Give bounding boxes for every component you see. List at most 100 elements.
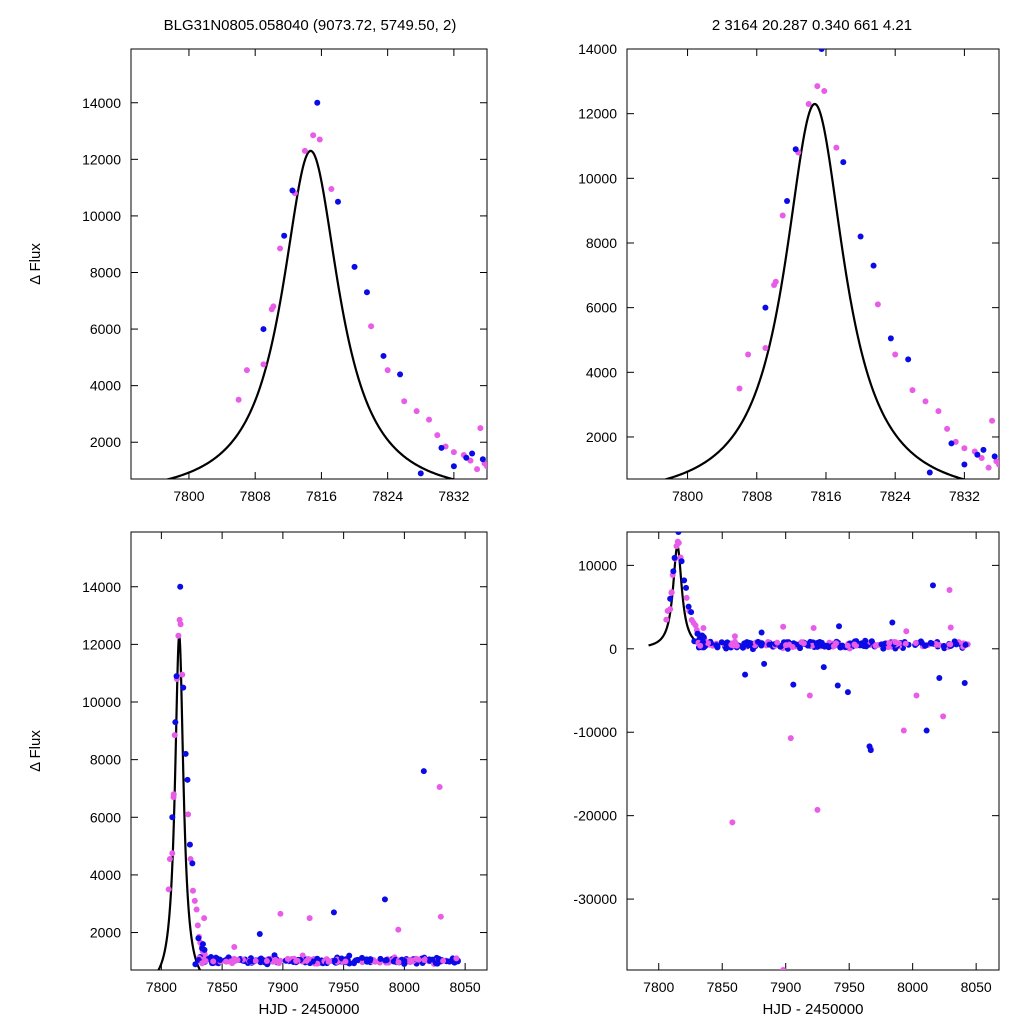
x-tick-label: 7800 <box>672 488 703 504</box>
data-point-a <box>824 642 831 649</box>
y-tick-label: 4000 <box>586 364 617 380</box>
y-tick-label: 6000 <box>90 809 121 825</box>
data-point-b <box>745 351 752 358</box>
data-point-b <box>886 640 893 647</box>
data-point-a <box>948 440 955 447</box>
data-point-b <box>270 303 277 310</box>
data-point-b <box>368 323 375 330</box>
y-tick-label: 0 <box>609 641 617 657</box>
data-point-a <box>258 955 265 962</box>
x-tick-label: 7850 <box>707 979 738 995</box>
data-point-b <box>729 819 736 826</box>
y-tick-label: 10000 <box>578 170 617 186</box>
data-point-b <box>851 641 858 648</box>
panel-bottom-right: 7800 7850 7900 7950 8000 8050 -30000 -20000 -100… <box>573 531 1000 1018</box>
data-point-a <box>951 638 958 645</box>
data-point-b <box>821 88 828 95</box>
data-point-a <box>670 568 677 575</box>
data-point-b <box>833 144 840 151</box>
data-point-b <box>166 856 173 863</box>
data-point-b <box>922 398 929 405</box>
data-point-b <box>667 606 674 613</box>
x-tick-label: 8050 <box>961 979 992 995</box>
data-point-a <box>417 470 424 477</box>
x-tick-label: 7800 <box>146 979 177 995</box>
data-point-b <box>175 632 182 639</box>
data-point-b <box>450 449 457 456</box>
data-point-b <box>342 958 349 965</box>
plot-area <box>164 99 487 479</box>
data-point-a <box>889 619 896 626</box>
data-point-a <box>334 198 341 205</box>
data-point-b <box>944 425 951 432</box>
data-point-a <box>929 582 936 589</box>
data-point-a <box>961 461 968 468</box>
y-tick-label: 2000 <box>586 429 617 445</box>
data-point-a <box>469 450 476 457</box>
data-point-b <box>800 640 807 647</box>
figure-title-right: 2 3164 20.287 0.340 661 4.21 <box>712 17 912 34</box>
plot-frame <box>626 48 1000 480</box>
data-point-b <box>731 633 738 640</box>
data-point-a <box>186 841 193 848</box>
y-tick-label: -10000 <box>573 724 617 740</box>
data-point-b <box>902 640 909 647</box>
data-point-a <box>713 642 720 649</box>
data-point-b <box>194 922 201 929</box>
y-tick-label: 12000 <box>578 106 617 122</box>
data-point-b <box>814 806 821 813</box>
data-point-a <box>199 941 206 948</box>
data-point-b <box>384 367 391 374</box>
x-tick-label: 7808 <box>240 488 271 504</box>
data-point-a <box>820 664 827 671</box>
data-point-a <box>180 684 187 691</box>
y-tick-label: -30000 <box>573 891 617 907</box>
data-point-a <box>479 456 486 463</box>
data-point-a <box>354 956 361 963</box>
data-point-a <box>289 187 296 194</box>
data-point-a <box>380 352 387 359</box>
data-point-b <box>700 624 707 631</box>
data-point-b <box>704 640 711 647</box>
data-point-b <box>223 958 230 965</box>
data-point-b <box>830 643 837 650</box>
data-point-b <box>179 671 186 678</box>
data-point-b <box>434 432 441 439</box>
data-point-a <box>438 444 445 451</box>
y-axis-label: Δ Flux <box>27 243 44 285</box>
x-tick-label: 7800 <box>173 488 204 504</box>
data-point-b <box>199 960 206 967</box>
data-point-b <box>235 396 242 403</box>
data-point-a <box>867 747 874 754</box>
data-point-a <box>857 233 864 240</box>
data-point-a <box>446 958 453 965</box>
data-point-b <box>316 136 323 143</box>
data-point-a <box>381 896 388 903</box>
data-point-b <box>989 417 996 424</box>
data-point-b <box>325 958 332 965</box>
data-point-b <box>728 641 735 648</box>
panel-bottom-left: 7800 7850 7900 7950 8000 8050 2000 4000 6000 8000… <box>27 531 488 1018</box>
data-point-a <box>980 446 987 453</box>
plot-area <box>662 49 999 479</box>
data-point-a <box>177 583 184 590</box>
data-point-a <box>377 955 384 962</box>
data-point-a <box>723 644 730 651</box>
y-tick-label: 8000 <box>586 235 617 251</box>
y-tick-label: 14000 <box>82 95 121 111</box>
x-axis-label: HJD - 2450000 <box>763 1001 864 1018</box>
data-point-b <box>328 186 335 193</box>
data-point-a <box>700 634 707 641</box>
data-point-a <box>761 660 768 667</box>
data-point-b <box>903 628 910 635</box>
data-point-b <box>985 464 992 471</box>
data-point-a <box>880 645 887 652</box>
data-point-a <box>683 584 690 591</box>
data-point-b <box>252 957 259 964</box>
x-tick-label: 7950 <box>328 979 359 995</box>
data-point-a <box>834 682 841 689</box>
data-point-b <box>243 367 250 374</box>
x-tick-label: 7850 <box>207 979 238 995</box>
data-point-a <box>961 680 968 687</box>
x-tick-label: 7832 <box>438 488 469 504</box>
